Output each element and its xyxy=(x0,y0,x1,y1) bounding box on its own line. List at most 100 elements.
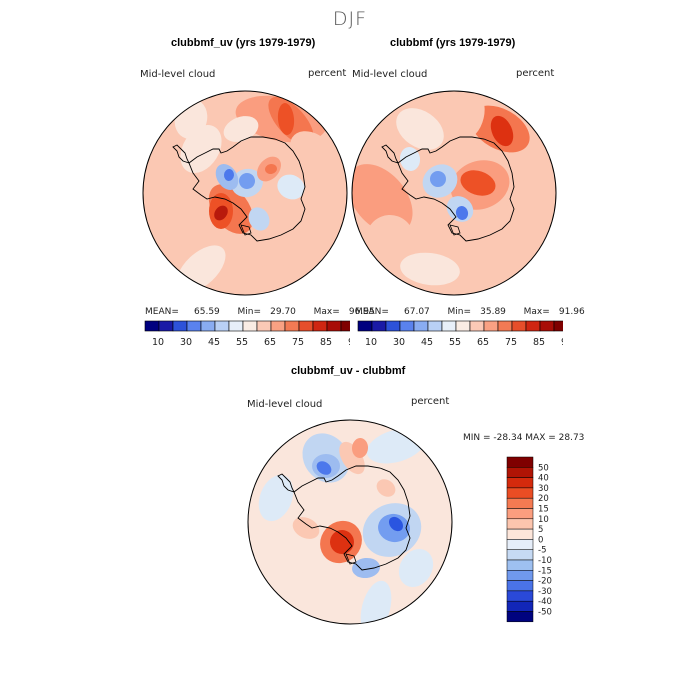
map-anomaly-patch xyxy=(351,438,369,458)
colorbar-tick-label: 55 xyxy=(236,337,248,348)
diff-colorbar-tick-label: 50 xyxy=(538,463,549,473)
diff-colorbar-tick-label: 30 xyxy=(538,484,549,494)
colorbar-tick-label: 75 xyxy=(505,337,517,348)
colorbar-tick-label: 95 xyxy=(348,337,350,348)
diff-colorbar-swatch xyxy=(506,570,534,581)
map-anomaly-patch xyxy=(365,215,414,263)
left-panel-polar-map xyxy=(142,90,348,296)
colorbar-swatch xyxy=(172,320,188,332)
colorbar-tick-label: 45 xyxy=(421,337,433,348)
map-field xyxy=(248,420,452,624)
colorbar-swatch xyxy=(242,320,258,332)
map-anomaly-patch xyxy=(399,147,421,171)
colorbar-swatch xyxy=(413,320,429,332)
right-panel-title: clubbmf (yrs 1979-1979) xyxy=(390,37,516,49)
diff-colorbar-tick-label: 40 xyxy=(538,474,549,484)
right-panel-variable-label: Mid-level cloud xyxy=(352,69,428,80)
left-min-value: 29.70 xyxy=(270,307,296,317)
diff-colorbar-tick-label: -10 xyxy=(538,556,552,566)
diff-colorbar-tick-label: -20 xyxy=(538,577,552,587)
ice-shelf-outline xyxy=(345,553,357,565)
colorbar-swatch xyxy=(200,320,216,332)
colorbar-swatch xyxy=(158,320,174,332)
colorbar-swatch xyxy=(469,320,485,332)
diff-colorbar-tick-label: -15 xyxy=(538,566,552,576)
diff-panel-variable-label: Mid-level cloud xyxy=(247,399,323,410)
diff-colorbar-tick-label: 15 xyxy=(538,505,549,515)
map-anomaly-patch xyxy=(277,174,305,200)
colorbar-tick-label: 10 xyxy=(152,337,164,348)
diff-colorbar-swatch xyxy=(506,559,534,571)
colorbar-swatch xyxy=(427,320,443,332)
left-max-label: Max= xyxy=(313,307,340,317)
left-panel-variable-label: Mid-level cloud xyxy=(140,69,216,80)
colorbar-swatch xyxy=(228,320,244,332)
map-anomaly-patch xyxy=(490,115,514,147)
right-panel-units-label: percent xyxy=(516,68,555,79)
colorbar-tick-label: 85 xyxy=(533,337,545,348)
colorbar-swatch xyxy=(340,320,350,332)
map-anomaly-patch xyxy=(388,516,404,532)
diff-colorbar-tick-label: 5 xyxy=(538,525,543,535)
right-panel-stats: MEAN= 67.07 Min= 35.89 Max= 91.96 xyxy=(355,307,585,317)
diff-colorbar-swatch xyxy=(506,600,534,612)
colorbar-tick-label: 45 xyxy=(208,337,220,348)
colorbar-swatch xyxy=(312,320,328,332)
colorbar-swatch xyxy=(371,320,387,332)
diff-colorbar-tick-label: 10 xyxy=(538,515,549,525)
colorbar-swatch xyxy=(553,320,563,332)
map-field xyxy=(352,91,556,295)
diff-colorbar-swatch xyxy=(506,518,534,530)
map-anomaly-patch xyxy=(487,203,513,231)
diff-panel-polar-map xyxy=(247,419,453,625)
colorbar-swatch xyxy=(511,320,527,332)
diff-colorbar-swatch xyxy=(506,456,534,468)
colorbar-swatch xyxy=(270,320,286,332)
map-anomaly-patch xyxy=(460,170,496,196)
map-anomaly-patch xyxy=(248,207,270,231)
map-anomaly-patch xyxy=(277,103,295,135)
left-mean-label: MEAN= xyxy=(145,307,179,317)
map-anomaly-patch xyxy=(455,206,469,220)
diff-colorbar-swatch xyxy=(506,467,534,478)
diff-colorbar-swatch xyxy=(506,549,534,561)
diff-colorbar-swatch xyxy=(506,539,534,550)
map-anomaly-patch xyxy=(280,219,322,279)
map-boundary xyxy=(247,419,453,625)
diff-colorbar-tick-label: -40 xyxy=(538,597,552,607)
left-panel-units-label: percent xyxy=(308,68,347,79)
diff-colorbar-swatch xyxy=(506,497,534,509)
colorbar-swatch xyxy=(497,320,513,332)
colorbar-swatch xyxy=(284,320,300,332)
left-max-value: 96.95 xyxy=(348,307,375,317)
map-anomaly-patch xyxy=(396,108,444,150)
right-panel-polar-map xyxy=(351,90,557,296)
map-anomaly-patch xyxy=(245,264,297,294)
right-mean-label: MEAN= xyxy=(355,307,389,317)
left-panel-stats: MEAN= 65.59 Min= 29.70 Max= 96.95 xyxy=(145,307,375,317)
diff-colorbar-swatch xyxy=(506,590,534,602)
colorbar-tick-label: 75 xyxy=(292,337,304,348)
colorbar-tick-label: 95 xyxy=(561,337,563,348)
diff-colorbar-tick-label: -30 xyxy=(538,587,552,597)
map-anomaly-patch xyxy=(280,565,312,611)
map-field xyxy=(143,91,347,295)
colorbar-swatch xyxy=(441,320,457,332)
map-anomaly-patch xyxy=(214,205,228,221)
map-anomaly-patch xyxy=(376,479,396,497)
diff-colorbar-swatch xyxy=(506,528,534,540)
colorbar-tick-label: 65 xyxy=(264,337,276,348)
diff-panel-title: clubbmf_uv - clubbmf xyxy=(291,365,406,377)
diff-colorbar-swatch xyxy=(506,580,534,592)
left-panel-colorbar: 10 30 45 55 65 75 85 95 xyxy=(144,320,350,348)
diff-colorbar-tick-label: 0 xyxy=(538,535,543,545)
right-max-value: 91.96 xyxy=(558,307,585,317)
map-anomaly-patch xyxy=(511,165,556,213)
map-anomaly-patch xyxy=(223,116,259,142)
colorbar-swatch xyxy=(483,320,499,332)
map-anomaly-patch xyxy=(330,530,354,554)
diff-colorbar-swatch xyxy=(506,611,534,623)
diff-minmax-text: MIN = -28.34 MAX = 28.73 xyxy=(463,433,585,443)
map-boundary xyxy=(142,90,348,296)
